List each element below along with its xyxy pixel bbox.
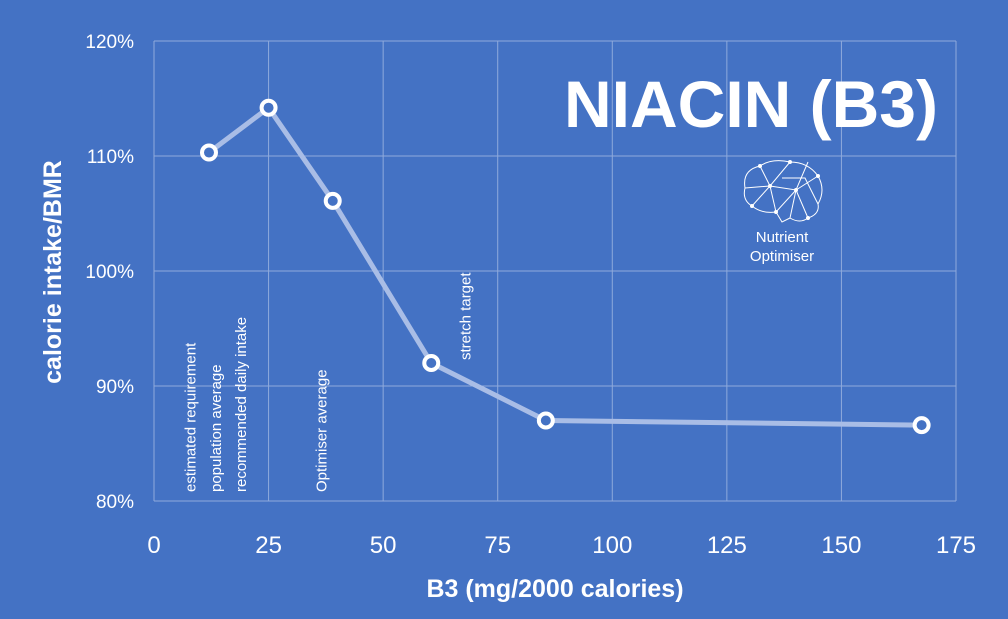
- x-tick-label: 125: [707, 532, 747, 559]
- logo-line-1: Nutrient: [756, 229, 809, 246]
- x-tick-label: 0: [147, 532, 160, 559]
- x-tick-label: 75: [484, 532, 511, 559]
- x-tick-label: 50: [370, 532, 397, 559]
- y-tick-label: 100%: [85, 262, 134, 283]
- logo: Nutrient Optimiser: [743, 160, 823, 265]
- brain-network-icon: [743, 160, 823, 223]
- x-axis-title: B3 (mg/2000 calories): [426, 575, 683, 603]
- logo-line-2: Optimiser: [750, 248, 814, 265]
- x-tick-label: 175: [936, 532, 976, 559]
- x-tick-label: 150: [821, 532, 861, 559]
- x-axis: 0 25 50 75 100 125 150 175: [147, 532, 976, 559]
- series-layer: [199, 98, 931, 435]
- y-tick-label: 90%: [96, 377, 134, 398]
- annotation-label: stretch target: [458, 272, 475, 360]
- data-point: [912, 416, 931, 435]
- data-point: [199, 143, 218, 162]
- y-tick-label: 120%: [85, 32, 134, 53]
- chart-title: NIACIN (B3): [564, 67, 938, 141]
- grid: [153, 40, 957, 502]
- y-tick-label: 80%: [96, 492, 134, 513]
- series-line: [206, 105, 925, 428]
- annotation-label: recommended daily intake: [233, 317, 250, 492]
- annotations: estimated requirement population average r…: [183, 272, 475, 492]
- y-axis-title: calorie intake/BMR: [39, 160, 67, 384]
- data-point: [323, 191, 342, 210]
- annotation-label: population average: [208, 364, 225, 492]
- data-point: [259, 98, 278, 117]
- y-axis: 80% 90% 100% 110% 120%: [85, 32, 134, 513]
- data-point: [536, 411, 555, 430]
- data-point: [422, 354, 441, 372]
- annotation-label: Optimiser average: [313, 369, 330, 492]
- annotation-label: estimated requirement: [183, 342, 200, 492]
- x-tick-label: 25: [255, 532, 282, 559]
- x-tick-label: 100: [592, 532, 632, 559]
- y-tick-label: 110%: [87, 147, 134, 168]
